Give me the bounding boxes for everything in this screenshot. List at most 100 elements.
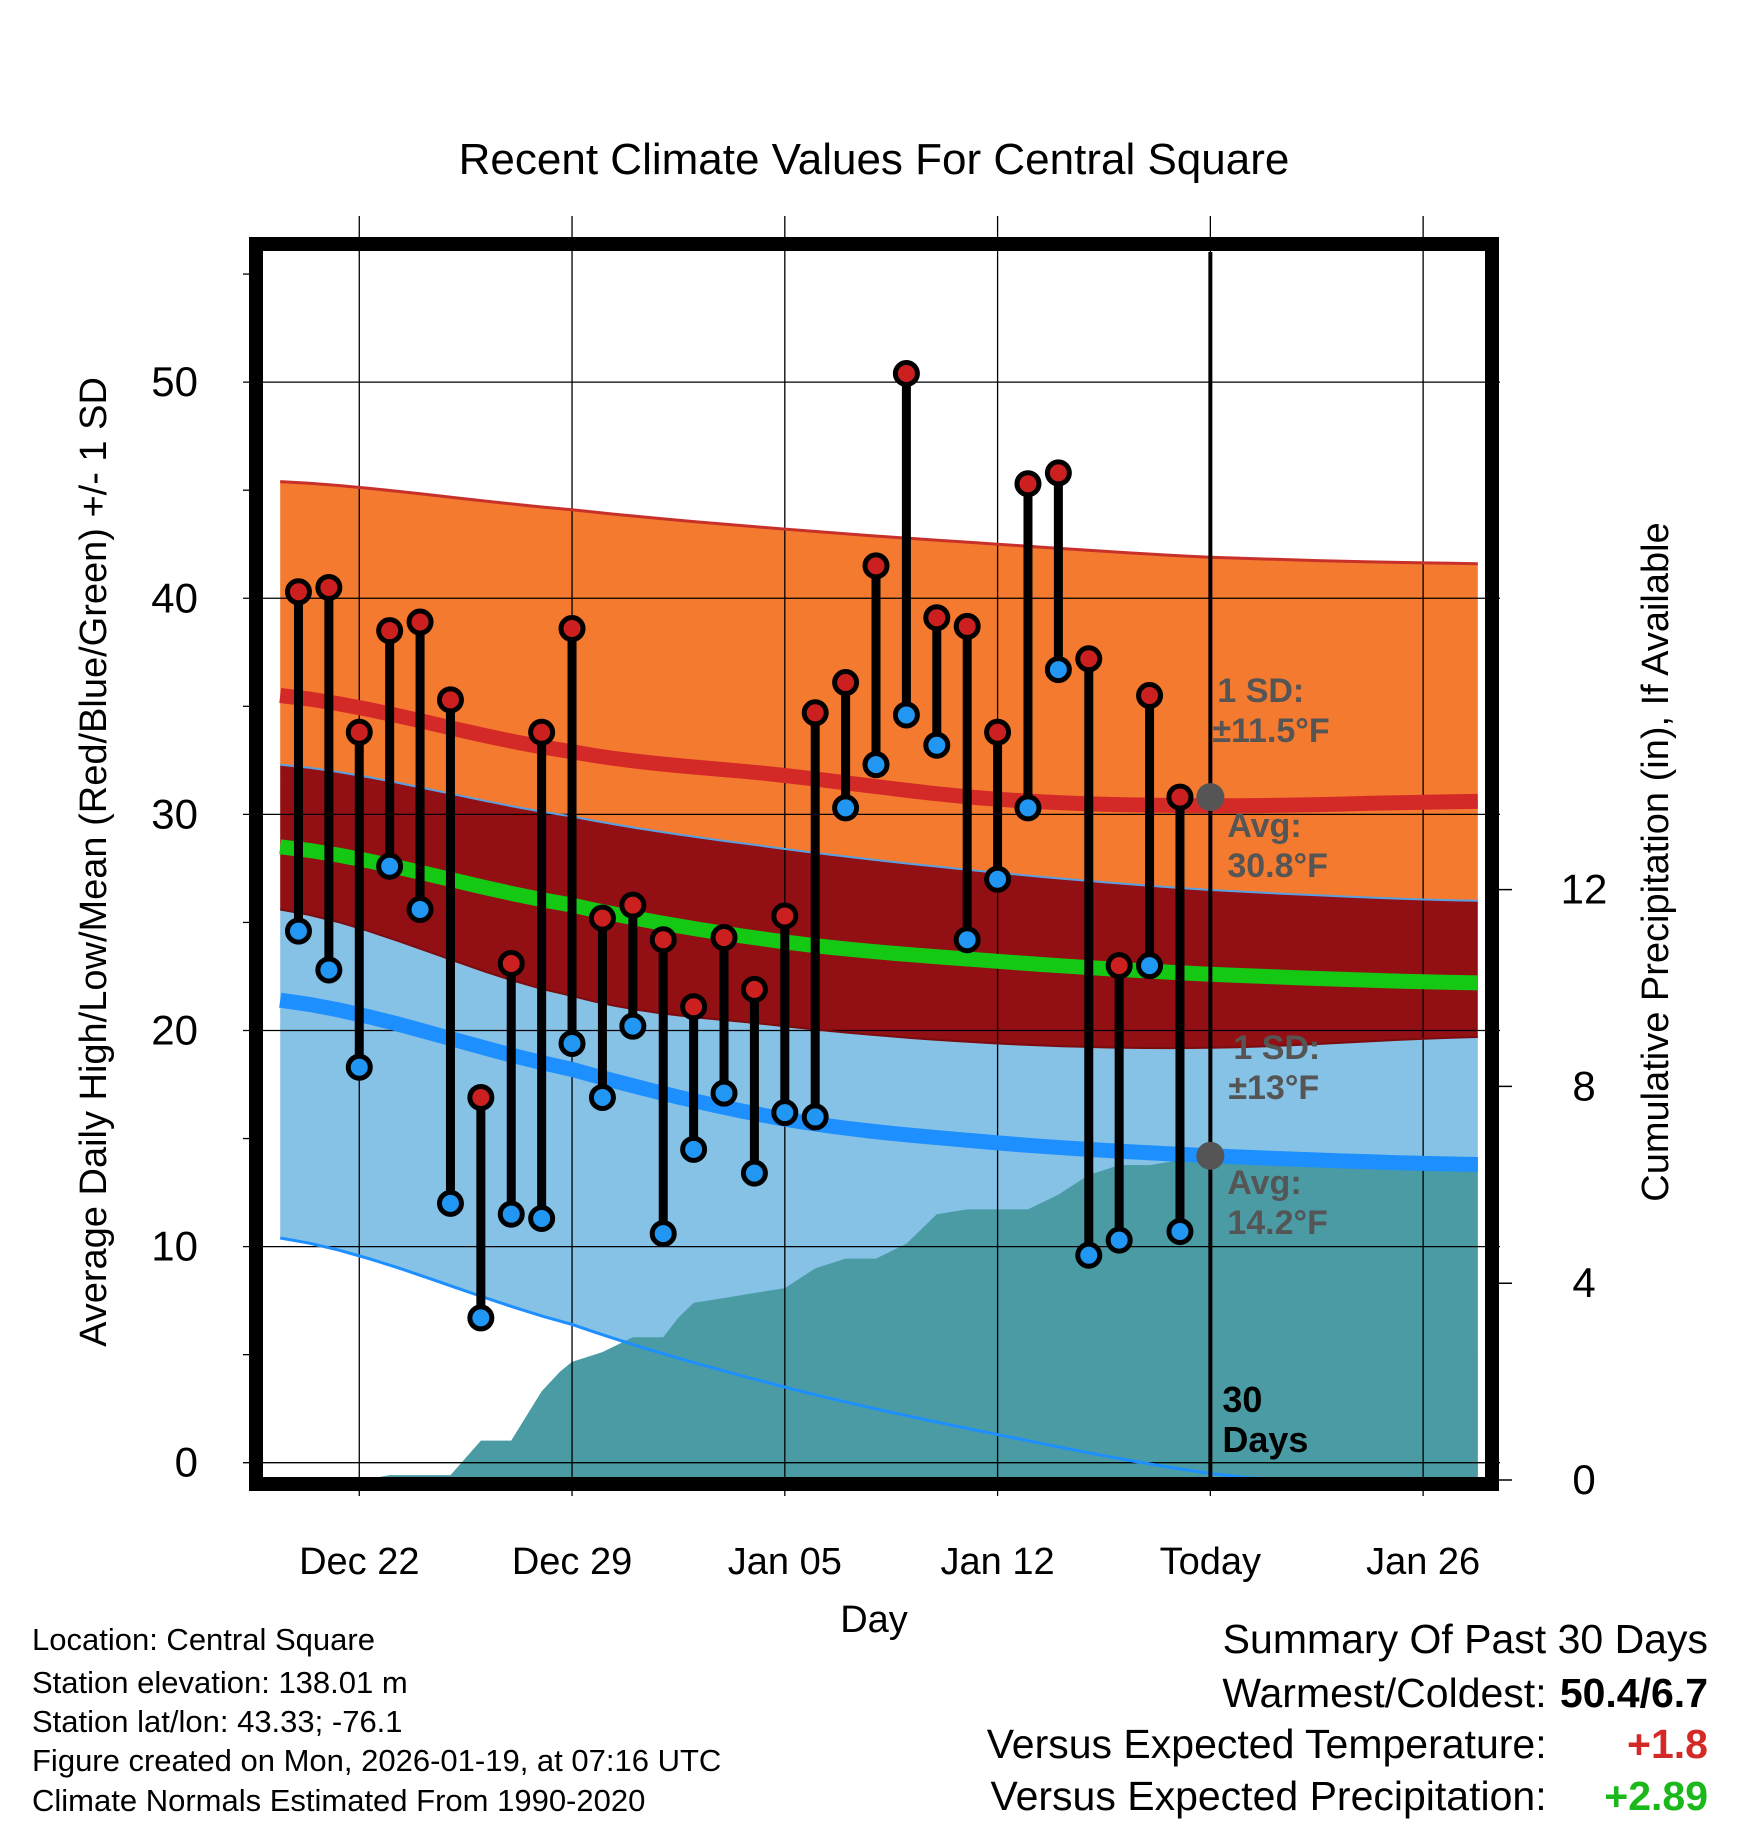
low-point: [284, 917, 312, 945]
low-normal-line: [279, 992, 1478, 1172]
low-point: [619, 1012, 647, 1040]
days-label-2: Days: [1222, 1419, 1308, 1460]
info-normals: Climate Normals Estimated From 1990-2020: [32, 1783, 646, 1818]
low-point: [1105, 1226, 1133, 1254]
y-tick-label: 0: [175, 1439, 198, 1486]
low-sd-label: 1 SD:: [1233, 1029, 1320, 1067]
low-point: [588, 1083, 616, 1111]
low-point: [1014, 794, 1042, 822]
high-sd-value: ±11.5°F: [1212, 712, 1329, 750]
y-tick-label: 40: [151, 574, 198, 621]
low-point: [984, 865, 1012, 893]
high-point: [588, 904, 616, 932]
high-point: [801, 699, 829, 727]
low-point: [680, 1135, 708, 1163]
info-latlon: Station lat/lon: 43.33; -76.1: [32, 1704, 403, 1739]
mean-normal-line: [279, 839, 1478, 991]
y2-tick-label: 8: [1572, 1062, 1595, 1109]
high-point: [923, 604, 951, 632]
low-point: [740, 1159, 768, 1187]
low-point: [315, 956, 343, 984]
high-normal-line: [279, 688, 1478, 814]
x-tick-label: Jan 05: [728, 1541, 842, 1583]
y-tick-label: 30: [151, 790, 198, 837]
low-point: [497, 1200, 525, 1228]
high-point: [436, 686, 464, 714]
summary-temp-value: +1.8: [1627, 1721, 1708, 1767]
low-avg-marker: [1196, 1141, 1225, 1170]
high-point: [528, 718, 556, 746]
high-point: [467, 1083, 495, 1111]
low-point: [467, 1304, 495, 1332]
y-tick-label: 50: [151, 358, 198, 405]
precip-area: [362, 1160, 1478, 1480]
high-point: [345, 718, 373, 746]
low-sd-value: ±13°F: [1228, 1069, 1319, 1107]
summary-warm-cold-label: Warmest/Coldest:: [1222, 1670, 1547, 1716]
x-tick-label: Dec 29: [512, 1541, 632, 1583]
y2-tick-label: 12: [1561, 866, 1608, 913]
high-point: [1105, 952, 1133, 980]
info-elevation: Station elevation: 138.01 m: [32, 1665, 408, 1700]
high-point: [832, 669, 860, 697]
high-point: [376, 617, 404, 645]
info-location: Location: Central Square: [32, 1622, 375, 1657]
low-point: [801, 1103, 829, 1131]
low-point: [771, 1099, 799, 1127]
high-upper-line: [280, 480, 1478, 566]
high-point: [984, 718, 1012, 746]
low-point: [1044, 656, 1072, 684]
high-point: [619, 891, 647, 919]
low-point: [649, 1220, 677, 1248]
high-point: [284, 578, 312, 606]
high-point: [1014, 470, 1042, 498]
low-point: [376, 852, 404, 880]
low-avg-value: 14.2°F: [1227, 1204, 1328, 1242]
summary-precip-label: Versus Expected Precipitation:: [990, 1773, 1547, 1819]
low-point: [1136, 952, 1164, 980]
summary-precip-value: +2.89: [1604, 1773, 1708, 1819]
x-tick-label: Jan 26: [1366, 1541, 1480, 1583]
days-label: 30: [1222, 1379, 1262, 1420]
summary-temp-label: Versus Expected Temperature:: [986, 1721, 1547, 1767]
summary-precip: Versus Expected Precipitation: +2.89: [991, 1773, 1709, 1820]
low-point: [406, 895, 434, 923]
y2-tick-label: 0: [1572, 1456, 1595, 1503]
x-tick-label: Today: [1160, 1541, 1261, 1583]
high-point: [1075, 645, 1103, 673]
high-point: [497, 949, 525, 977]
high-point: [862, 552, 890, 580]
high-point: [740, 975, 768, 1003]
x-tick-label: Dec 22: [299, 1541, 419, 1583]
high-point: [558, 615, 586, 643]
low-avg-label: Avg:: [1227, 1164, 1301, 1202]
plot-frame: [249, 237, 1499, 1491]
high-point: [680, 993, 708, 1021]
high-point: [1136, 682, 1164, 710]
high-sd-label: 1 SD:: [1217, 672, 1304, 710]
low-point: [953, 926, 981, 954]
low-point: [710, 1079, 738, 1107]
low-point: [1075, 1241, 1103, 1269]
x-tick-label: Jan 12: [941, 1541, 1055, 1583]
high-point: [771, 902, 799, 930]
low-upper-line: [280, 908, 1478, 1050]
low-point: [528, 1205, 556, 1233]
summary-warm-cold-value: 50.4/6.7: [1559, 1670, 1708, 1716]
chart-title: Recent Climate Values For Central Square: [459, 135, 1290, 184]
y-tick-label: 10: [151, 1223, 198, 1270]
y-axis-label: Average Daily High/Low/Mean (Red/Blue/Gr…: [73, 377, 115, 1347]
low-point: [862, 751, 890, 779]
y2-tick-label: 4: [1572, 1259, 1595, 1306]
high-point: [1044, 459, 1072, 487]
y2-axis-label: Cumulative Precipitation (in), If Availa…: [1635, 522, 1677, 1201]
high-point: [315, 573, 343, 601]
high-point: [406, 608, 434, 636]
high-point: [649, 926, 677, 954]
x-axis-label: Day: [840, 1599, 908, 1641]
high-point: [710, 924, 738, 952]
low-point: [558, 1029, 586, 1057]
summary-title: Summary Of Past 30 Days: [1222, 1616, 1708, 1662]
summary-temp: Versus Expected Temperature: +1.8: [987, 1721, 1708, 1768]
